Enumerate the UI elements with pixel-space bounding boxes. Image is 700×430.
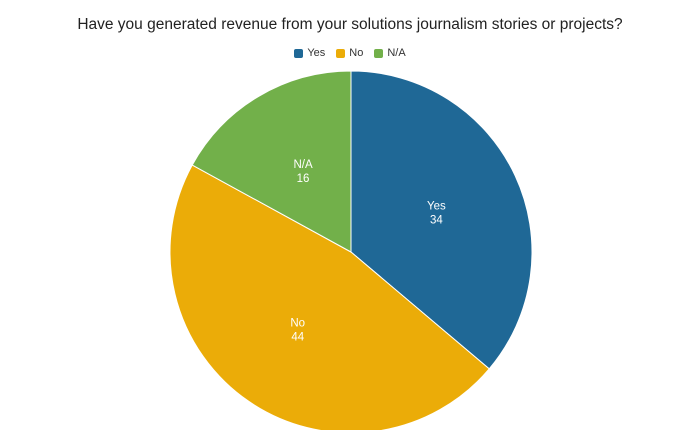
legend-item-no[interactable]: No [336,47,363,59]
legend-swatch-na [374,48,384,58]
legend-item-na[interactable]: N/A [374,47,406,59]
chart-legend: Yes No N/A [0,47,700,59]
pie-slices [169,70,533,430]
legend-item-yes[interactable]: Yes [294,47,325,59]
slice-value-yes: 34 [430,214,443,226]
slice-label-no: No [290,318,305,330]
chart-title: Have you generated revenue from your sol… [77,16,623,33]
pie-slice-no[interactable] [169,164,490,430]
pie-slice-labels: Yes 34 No 44 N/A 16 [290,159,446,344]
pie-slice-na[interactable] [191,70,352,253]
legend-label-no: No [349,47,364,59]
slice-value-no: 44 [291,332,304,344]
pie-slice-yes[interactable] [350,70,533,370]
legend-label-na: N/A [387,47,406,59]
slice-label-na: N/A [293,159,313,171]
legend-swatch-no [336,48,346,58]
legend-label-yes: Yes [307,47,326,59]
legend-swatch-yes [294,48,304,58]
slice-label-yes: Yes [427,200,446,212]
slice-value-na: 16 [297,173,310,185]
